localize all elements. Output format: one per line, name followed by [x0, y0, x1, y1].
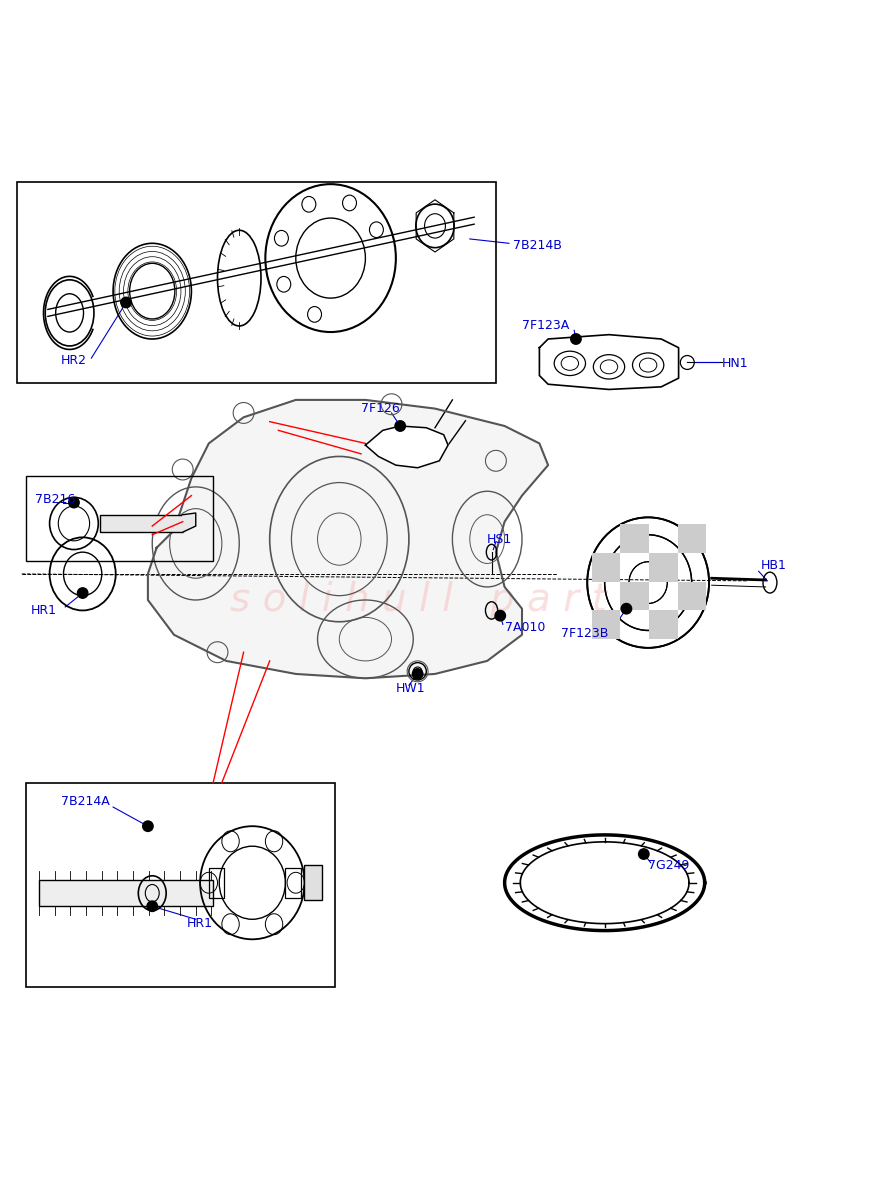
Text: HN1: HN1 — [721, 356, 748, 370]
Bar — [100, 515, 182, 532]
Circle shape — [638, 848, 648, 859]
Text: HB1: HB1 — [760, 559, 786, 571]
Bar — [677, 524, 706, 553]
Bar — [209, 868, 224, 898]
Bar — [591, 611, 620, 640]
Polygon shape — [539, 335, 678, 390]
Text: s o l i h u l l   p a r t s: s o l i h u l l p a r t s — [230, 581, 639, 619]
Text: 7G249: 7G249 — [647, 859, 689, 872]
Bar — [285, 868, 301, 898]
Circle shape — [494, 611, 505, 620]
Text: HR1: HR1 — [30, 604, 56, 617]
Circle shape — [69, 497, 79, 508]
Bar — [26, 475, 213, 560]
Text: HR2: HR2 — [61, 354, 87, 367]
Circle shape — [570, 334, 580, 344]
Polygon shape — [182, 514, 196, 532]
Circle shape — [121, 298, 131, 307]
Text: HW1: HW1 — [395, 683, 425, 695]
Bar — [648, 611, 677, 640]
Text: HR1: HR1 — [187, 917, 213, 930]
Text: 7F123A: 7F123A — [521, 319, 568, 332]
Text: 7B214A: 7B214A — [61, 796, 109, 809]
Bar — [304, 865, 322, 900]
Bar — [26, 782, 335, 988]
Circle shape — [412, 668, 422, 679]
Text: HS1: HS1 — [487, 533, 512, 546]
Bar — [620, 582, 648, 611]
Bar — [620, 524, 648, 553]
Bar — [17, 182, 495, 383]
Text: 7F123B: 7F123B — [561, 626, 607, 640]
Circle shape — [77, 588, 88, 599]
Text: 7B214B: 7B214B — [513, 239, 561, 252]
Polygon shape — [148, 400, 547, 678]
Text: 7A010: 7A010 — [504, 622, 544, 635]
Circle shape — [147, 901, 157, 912]
Bar — [39, 880, 213, 906]
Bar — [677, 582, 706, 611]
Circle shape — [620, 604, 631, 614]
Text: 7F126: 7F126 — [361, 402, 400, 415]
Circle shape — [395, 421, 405, 431]
Text: 7B216: 7B216 — [35, 493, 75, 506]
Polygon shape — [365, 426, 448, 468]
Bar — [591, 553, 620, 582]
Circle shape — [143, 821, 153, 832]
Bar — [648, 553, 677, 582]
